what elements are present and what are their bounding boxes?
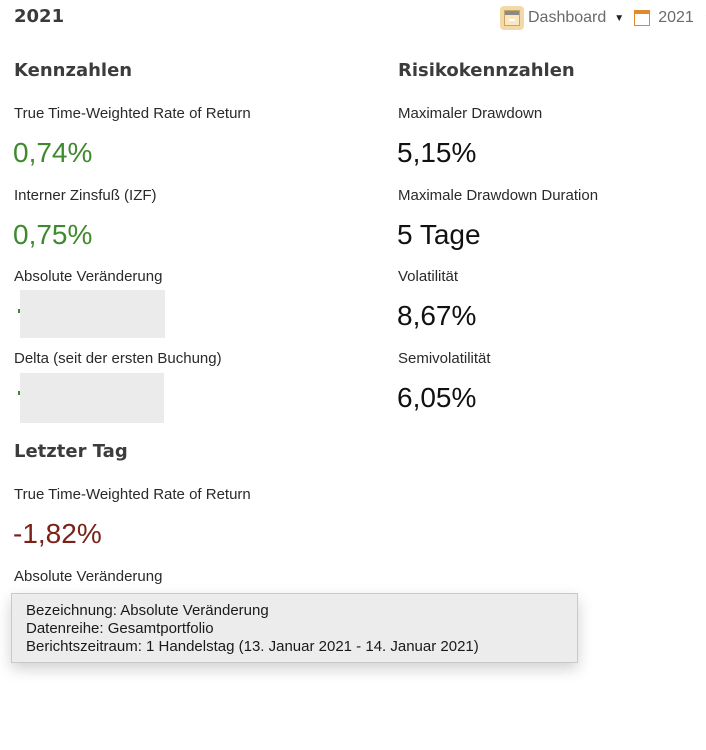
metric-label: Delta (seit der ersten Buchung) bbox=[14, 350, 222, 367]
section-title-risiko: Risikokennzahlen bbox=[398, 60, 575, 81]
tooltip-line-bezeichnung: Bezeichnung: Absolute Veränderung bbox=[26, 602, 269, 619]
metric-label: Volatilität bbox=[398, 268, 459, 285]
page-title: 2021 bbox=[14, 6, 65, 27]
metric-value-volatility: 8,67% bbox=[397, 300, 477, 331]
metric-label: Absolute Veränderung bbox=[14, 268, 163, 285]
chevron-down-icon[interactable]: ▼ bbox=[704, 13, 706, 24]
metric-label: Semivolatilität bbox=[398, 350, 491, 367]
chevron-down-icon[interactable]: ▼ bbox=[614, 12, 625, 24]
period-selector[interactable]: 2021 bbox=[658, 9, 694, 26]
tooltip: Bezeichnung: Absolute Veränderung Datenr… bbox=[11, 593, 578, 663]
dashboard-icon bbox=[504, 10, 520, 26]
metric-value-izf: 0,75% bbox=[13, 219, 93, 250]
metric-value-drawdown-duration: 5 Tage bbox=[397, 219, 481, 250]
dashboard-button[interactable] bbox=[500, 6, 524, 30]
metric-label: True Time-Weighted Rate of Return bbox=[14, 105, 251, 122]
redacted-value bbox=[20, 290, 165, 338]
toolbar: Dashboard ▼ 2021 ▼ bbox=[500, 6, 706, 30]
metric-value-ttwror: 0,74% bbox=[13, 137, 93, 168]
value-fragment bbox=[18, 309, 20, 313]
metric-label: True Time-Weighted Rate of Return bbox=[14, 486, 251, 503]
metric-label: Interner Zinsfuß (IZF) bbox=[14, 187, 157, 204]
redacted-value bbox=[20, 373, 164, 423]
metric-label: Absolute Veränderung bbox=[14, 568, 163, 585]
dashboard-selector[interactable]: Dashboard bbox=[528, 9, 607, 26]
section-title-letzter-tag: Letzter Tag bbox=[14, 441, 128, 462]
metric-value-max-drawdown: 5,15% bbox=[397, 137, 477, 168]
metric-label: Maximale Drawdown Duration bbox=[398, 187, 599, 204]
value-fragment bbox=[18, 391, 20, 395]
metric-label: Maximaler Drawdown bbox=[398, 105, 543, 122]
metric-value-semivolatility: 6,05% bbox=[397, 382, 477, 413]
tooltip-line-berichtszeitraum: Berichtszeitraum: 1 Handelstag (13. Janu… bbox=[26, 638, 479, 655]
section-title-kennzahlen: Kennzahlen bbox=[14, 60, 133, 81]
calendar-icon[interactable] bbox=[634, 10, 651, 26]
metric-value-last-day-ttwror: -1,82% bbox=[13, 518, 102, 549]
tooltip-line-datenreihe: Datenreihe: Gesamtportfolio bbox=[26, 620, 214, 637]
